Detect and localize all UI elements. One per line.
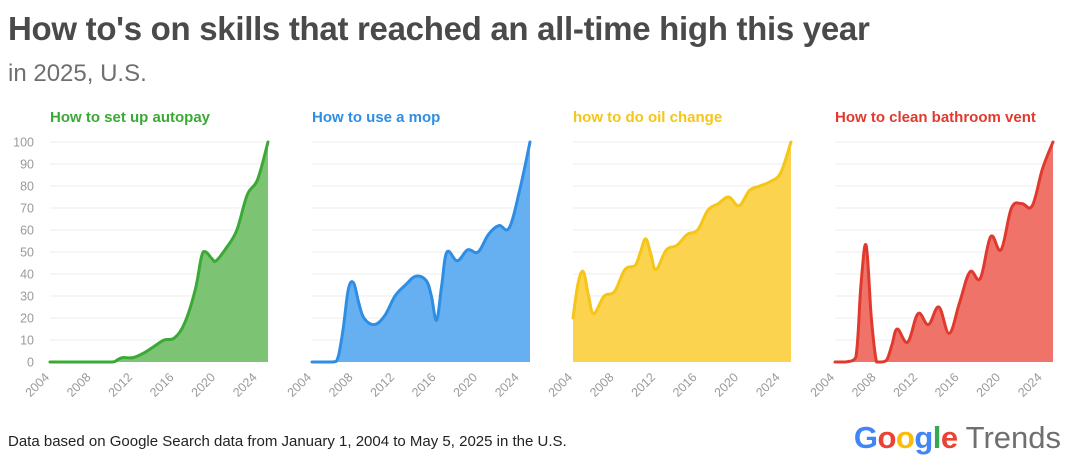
series-area <box>573 142 791 362</box>
x-tick-label: 2008 <box>849 370 879 400</box>
y-tick-label: 50 <box>20 246 34 260</box>
x-tick-label: 2024 <box>753 370 783 400</box>
x-tick-label: 2020 <box>974 370 1004 400</box>
chart-subtitle: in 2025, U.S. <box>8 60 147 87</box>
x-tick-label: 2016 <box>670 370 700 400</box>
series-line <box>48 140 270 364</box>
panel-title: How to clean bathroom vent <box>835 109 1036 126</box>
x-tick-label: 2008 <box>587 370 617 400</box>
google-letter: G <box>853 420 878 455</box>
x-tick-label: 2012 <box>368 370 398 400</box>
x-tick-label: 2008 <box>326 370 356 400</box>
chart-title: How to's on skills that reached an all-t… <box>8 10 870 47</box>
y-tick-label: 30 <box>20 290 34 304</box>
x-tick-label: 2004 <box>546 370 576 400</box>
google-wordmark: Google <box>854 420 958 455</box>
x-tick-label: 2004 <box>808 370 838 400</box>
x-tick-label: 2020 <box>712 370 742 400</box>
series-area <box>50 142 268 362</box>
x-tick-label: 2004 <box>23 370 53 400</box>
google-letter: o <box>895 420 915 455</box>
series-area <box>312 142 530 362</box>
source-footnote: Data based on Google Search data from Ja… <box>8 433 567 450</box>
x-tick-label: 2016 <box>409 370 439 400</box>
panel-title: how to do oil change <box>573 109 722 126</box>
x-tick-label: 2020 <box>451 370 481 400</box>
panel-title: How to use a mop <box>312 109 440 126</box>
y-tick-label: 10 <box>20 334 34 348</box>
x-tick-label: 2016 <box>932 370 962 400</box>
x-tick-label: 2024 <box>230 370 260 400</box>
series-line <box>310 140 532 364</box>
y-tick-label: 40 <box>20 268 34 282</box>
google-trends-logo: Google Trends <box>854 420 1061 456</box>
series-line <box>833 140 1055 364</box>
google-letter: l <box>932 420 942 455</box>
y-tick-label: 80 <box>20 180 34 194</box>
y-tick-label: 0 <box>27 356 34 370</box>
y-tick-label: 100 <box>13 136 34 150</box>
y-tick-label: 20 <box>20 312 34 326</box>
series-line <box>571 140 793 320</box>
google-letter: e <box>940 420 958 455</box>
google-letter: o <box>877 420 896 455</box>
trends-label: Trends <box>965 420 1061 455</box>
y-tick-label: 60 <box>20 224 34 238</box>
google-letter: g <box>914 420 933 455</box>
x-tick-label: 2012 <box>106 370 136 400</box>
panel-title: How to set up autopay <box>50 109 211 126</box>
x-tick-label: 2020 <box>189 370 219 400</box>
x-tick-label: 2016 <box>147 370 177 400</box>
x-tick-label: 2024 <box>1015 370 1045 400</box>
y-tick-label: 90 <box>20 158 34 172</box>
series-area <box>835 142 1053 362</box>
x-tick-label: 2008 <box>64 370 94 400</box>
y-tick-label: 70 <box>20 202 34 216</box>
x-tick-label: 2024 <box>492 370 522 400</box>
x-tick-label: 2012 <box>629 370 659 400</box>
x-tick-label: 2012 <box>891 370 921 400</box>
x-tick-label: 2004 <box>285 370 315 400</box>
